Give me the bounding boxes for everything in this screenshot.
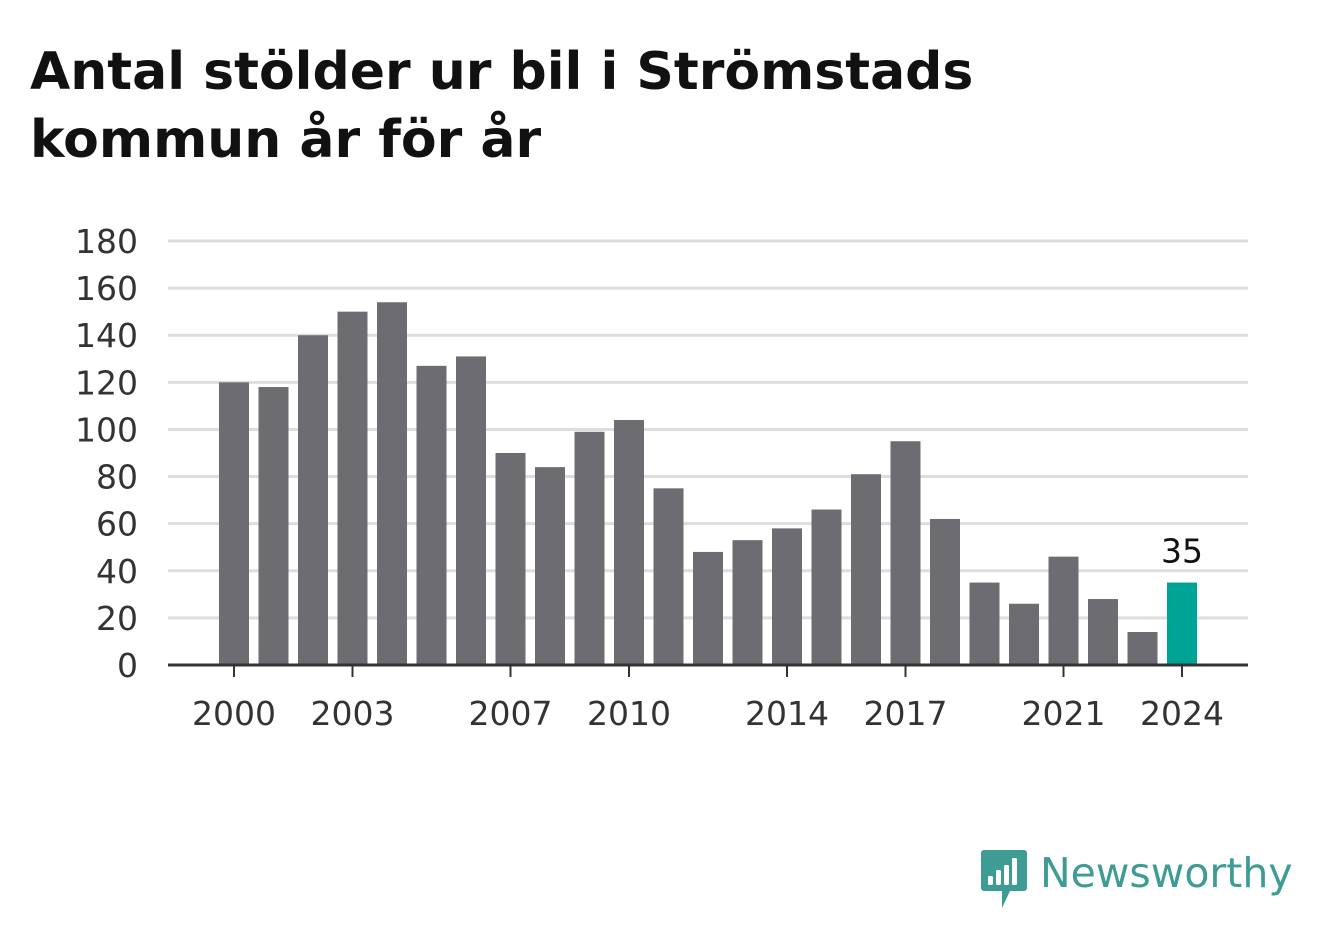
y-tick-label: 100 — [75, 410, 138, 449]
bar-2006 — [456, 356, 486, 665]
x-tick-label: 2021 — [1022, 694, 1106, 733]
bar-2009 — [574, 431, 605, 665]
chart-title: Antal stölder ur bil i Strömstads kommun… — [30, 42, 974, 170]
y-tick-label: 0 — [117, 646, 138, 685]
bar-2003 — [337, 311, 368, 665]
y-tick-label: 120 — [75, 363, 138, 402]
bar-2008 — [535, 467, 565, 665]
x-tick-label: 2024 — [1140, 694, 1224, 733]
y-tick-label: 60 — [96, 505, 138, 544]
bar-2020 — [1009, 603, 1039, 665]
x-tick-label: 2010 — [587, 694, 671, 733]
bar-chart-speech-bubble-icon — [981, 850, 1027, 908]
bar-2005 — [416, 365, 447, 665]
y-tick-label: 20 — [96, 599, 138, 638]
bar-2015 — [811, 509, 842, 665]
y-tick-labels: 0 20 40 60 80 100 120 140 160 180 — [75, 222, 138, 685]
bar-2019 — [969, 582, 1000, 665]
bar-2021 — [1048, 556, 1079, 665]
x-axis — [168, 663, 1248, 677]
bar-2024 — [1167, 582, 1197, 665]
x-tick-label: 2017 — [864, 694, 948, 733]
annotations: 35 — [1161, 532, 1203, 571]
x-tick-labels: 2000 2003 2007 2010 2014 2017 2021 2024 — [192, 694, 1224, 733]
bar-2023 — [1127, 632, 1158, 665]
bar-2002 — [298, 335, 328, 665]
bars — [219, 302, 1197, 665]
y-tick-label: 140 — [75, 316, 138, 355]
bar-2007 — [495, 453, 526, 665]
highlight-value-label: 35 — [1161, 532, 1203, 571]
newsworthy-logo: Newsworthy — [980, 848, 1293, 912]
brand-name: Newsworthy — [1040, 849, 1293, 897]
bar-2018 — [930, 518, 960, 665]
bar-2000 — [219, 382, 249, 665]
x-tick-label: 2014 — [745, 694, 829, 733]
y-tick-label: 40 — [96, 552, 138, 591]
bar-2001 — [258, 387, 289, 665]
y-tick-label: 160 — [75, 269, 138, 308]
y-tick-label: 80 — [96, 458, 138, 497]
bar-2011 — [653, 488, 684, 665]
x-tick-label: 2000 — [192, 694, 276, 733]
x-tick-label: 2007 — [469, 694, 553, 733]
x-tick-label: 2003 — [311, 694, 395, 733]
bar-2017 — [890, 441, 921, 665]
bar-2012 — [693, 551, 723, 665]
bar-2016 — [851, 474, 881, 665]
bar-2014 — [772, 528, 802, 665]
bar-2010 — [614, 420, 644, 665]
bar-2022 — [1088, 599, 1118, 665]
bar-2004 — [377, 302, 407, 665]
y-tick-label: 180 — [75, 222, 138, 261]
bar-2013 — [732, 540, 763, 665]
